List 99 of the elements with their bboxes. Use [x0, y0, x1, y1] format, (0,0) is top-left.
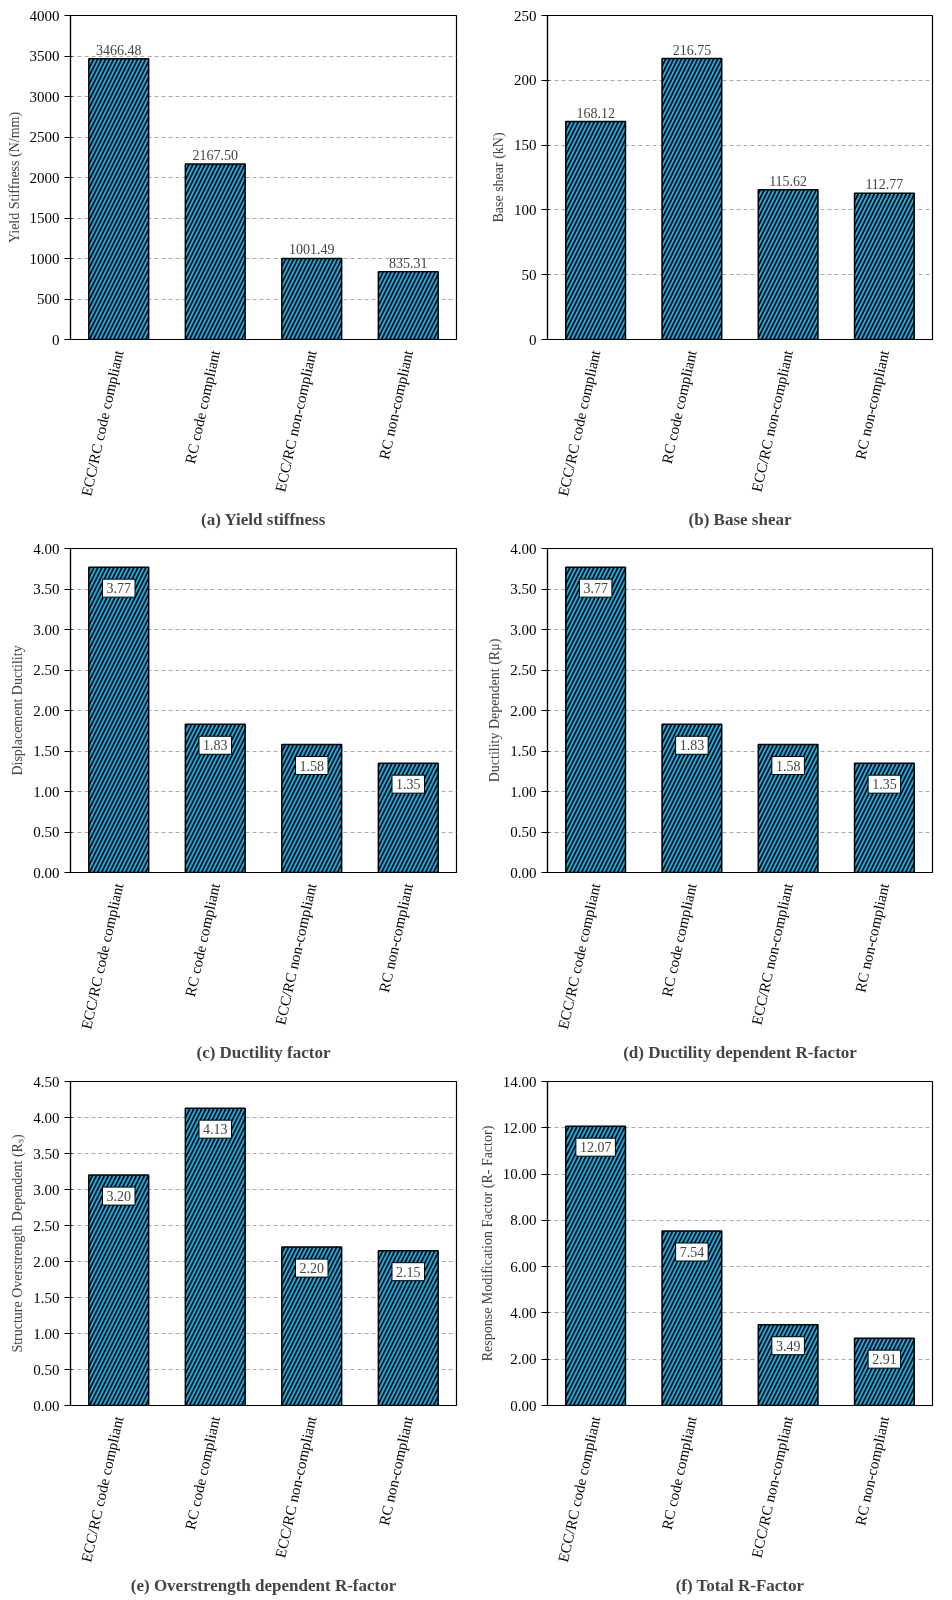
y-tick-label: 1500 — [29, 210, 60, 226]
data-label: 1.58 — [299, 758, 324, 774]
text: (a) Yield stiffness — [201, 509, 326, 529]
y-tick-label: 4.00 — [510, 540, 537, 557]
y-tick-label: 10.00 — [502, 1166, 537, 1183]
y-axis-title: Base shear (kN) — [491, 132, 507, 223]
y-tick-label: 2.00 — [510, 702, 537, 719]
y-tick-label: 4.00 — [33, 540, 60, 557]
y-tick-label: 2.00 — [33, 1253, 60, 1270]
y-tick-label: 4.50 — [33, 1073, 60, 1090]
y-tick-label: 2.00 — [33, 702, 60, 719]
data-label: 112.77 — [865, 177, 904, 193]
y-tick-label: 0 — [529, 331, 537, 348]
data-label: 1.83 — [679, 738, 705, 754]
y-tick-label: 8.00 — [510, 1212, 537, 1229]
y-tick-label: 1.00 — [33, 1325, 60, 1342]
y-tick-label: 12.00 — [502, 1119, 537, 1136]
y-tick-label: 0.00 — [510, 864, 537, 881]
y-tick-label: 1000 — [29, 250, 60, 267]
y-tick-label: 2.50 — [33, 662, 60, 678]
y-axis-title: Displacement Ductility — [10, 645, 26, 776]
y-tick-label: 0.00 — [510, 1397, 537, 1414]
x-tick-label: RC code compliant — [658, 880, 700, 999]
y-axis-title: Ductility Dependent (Rμ) — [487, 638, 504, 783]
data-label: 835.31 — [389, 255, 428, 271]
y-tick-label: 500 — [37, 291, 60, 307]
y-axis-title: Yield Stiffness (N/mm) — [6, 111, 23, 244]
y-tick-label: 3.00 — [33, 1181, 60, 1198]
y-tick-label: 3.50 — [510, 581, 537, 597]
y-tick-label: 0.50 — [33, 824, 60, 840]
data-label: 2.20 — [299, 1261, 324, 1277]
x-tick-label: RC code compliant — [182, 347, 224, 466]
data-label: 3.49 — [775, 1338, 801, 1354]
x-tick-label: ECC/RC code compliant — [78, 347, 127, 498]
text: (f) Total R-Factor — [675, 1575, 805, 1595]
y-tick-label: 3.00 — [510, 621, 537, 638]
y-tick-label: 1.50 — [33, 1289, 60, 1306]
data-label: 4.13 — [203, 1122, 228, 1138]
data-label: 2167.50 — [192, 147, 238, 163]
text: (b) Base shear — [688, 509, 792, 529]
y-tick-label: 6.00 — [510, 1258, 537, 1275]
data-label: 3466.48 — [96, 42, 142, 58]
y-tick-label: 2000 — [29, 169, 60, 186]
data-label: 2.91 — [872, 1352, 897, 1368]
y-tick-label: 0.50 — [33, 1361, 60, 1378]
data-label: 1.83 — [203, 738, 228, 754]
text: (d) Ductility dependent R-factor — [623, 1042, 858, 1062]
y-tick-label: 0.50 — [510, 824, 537, 840]
y-tick-label: 3000 — [29, 88, 60, 105]
y-tick-label: 200 — [514, 72, 537, 89]
data-label: 115.62 — [769, 173, 808, 189]
data-label: 216.75 — [672, 42, 712, 58]
y-tick-label: 100 — [514, 201, 537, 218]
x-tick-label: RC code compliant — [658, 1413, 700, 1532]
y-tick-label: 3500 — [29, 48, 60, 64]
y-tick-label: 3.50 — [33, 1145, 60, 1162]
data-label: 168.12 — [576, 105, 615, 121]
x-tick-label: RC code compliant — [182, 1413, 224, 1532]
x-tick-label: RC code compliant — [182, 880, 224, 999]
data-label: 7.54 — [679, 1245, 705, 1260]
x-tick-label: ECC/RC code compliant — [555, 1413, 604, 1564]
data-label: 1.35 — [396, 777, 421, 793]
data-label: 1.58 — [775, 758, 801, 774]
y-tick-label: 250 — [514, 7, 537, 24]
y-tick-label: 2500 — [29, 129, 60, 145]
text: (c) Ductility factor — [196, 1042, 331, 1062]
y-tick-label: 4000 — [29, 7, 60, 24]
data-label: 3.77 — [583, 581, 608, 597]
y-tick-label: 2.50 — [33, 1217, 60, 1234]
data-label: 12.07 — [579, 1140, 612, 1156]
y-tick-label: 150 — [514, 137, 537, 154]
y-tick-label: 0 — [52, 331, 60, 348]
y-tick-label: 1.50 — [510, 743, 537, 759]
y-tick-label: 1.50 — [33, 743, 60, 759]
y-tick-label: 3.50 — [33, 581, 60, 597]
y-tick-label: 1.00 — [510, 783, 537, 800]
text: (e) Overstrength dependent R-factor — [130, 1575, 397, 1595]
data-label: 3.77 — [106, 581, 131, 597]
y-axis-title: Structure Overstrength Dependent (Rₛ) — [10, 1134, 27, 1353]
y-tick-label: 0.00 — [33, 1397, 60, 1414]
x-tick-label: ECC/RC code compliant — [555, 347, 604, 498]
y-tick-label: 4.00 — [510, 1304, 537, 1321]
y-tick-label: 2.00 — [510, 1351, 537, 1368]
y-axis-title: Response Modification Factor (R- Factor) — [479, 1125, 496, 1362]
y-tick-label: 0.00 — [33, 864, 60, 881]
x-tick-label: ECC/RC code compliant — [78, 880, 127, 1031]
y-tick-label: 3.00 — [33, 621, 60, 638]
x-tick-label: ECC/RC code compliant — [555, 880, 604, 1031]
data-label: 2.15 — [396, 1264, 421, 1280]
y-tick-label: 1.00 — [33, 783, 60, 800]
data-label: 3.20 — [106, 1189, 131, 1205]
y-tick-label: 14.00 — [502, 1073, 537, 1090]
y-tick-label: 4.00 — [33, 1109, 60, 1126]
data-label: 1001.49 — [289, 242, 335, 258]
y-tick-label: 2.50 — [510, 662, 537, 678]
data-label: 1.35 — [872, 777, 897, 793]
x-tick-label: ECC/RC code compliant — [78, 1413, 127, 1564]
y-tick-label: 50 — [521, 266, 537, 283]
x-tick-label: RC code compliant — [658, 347, 700, 466]
